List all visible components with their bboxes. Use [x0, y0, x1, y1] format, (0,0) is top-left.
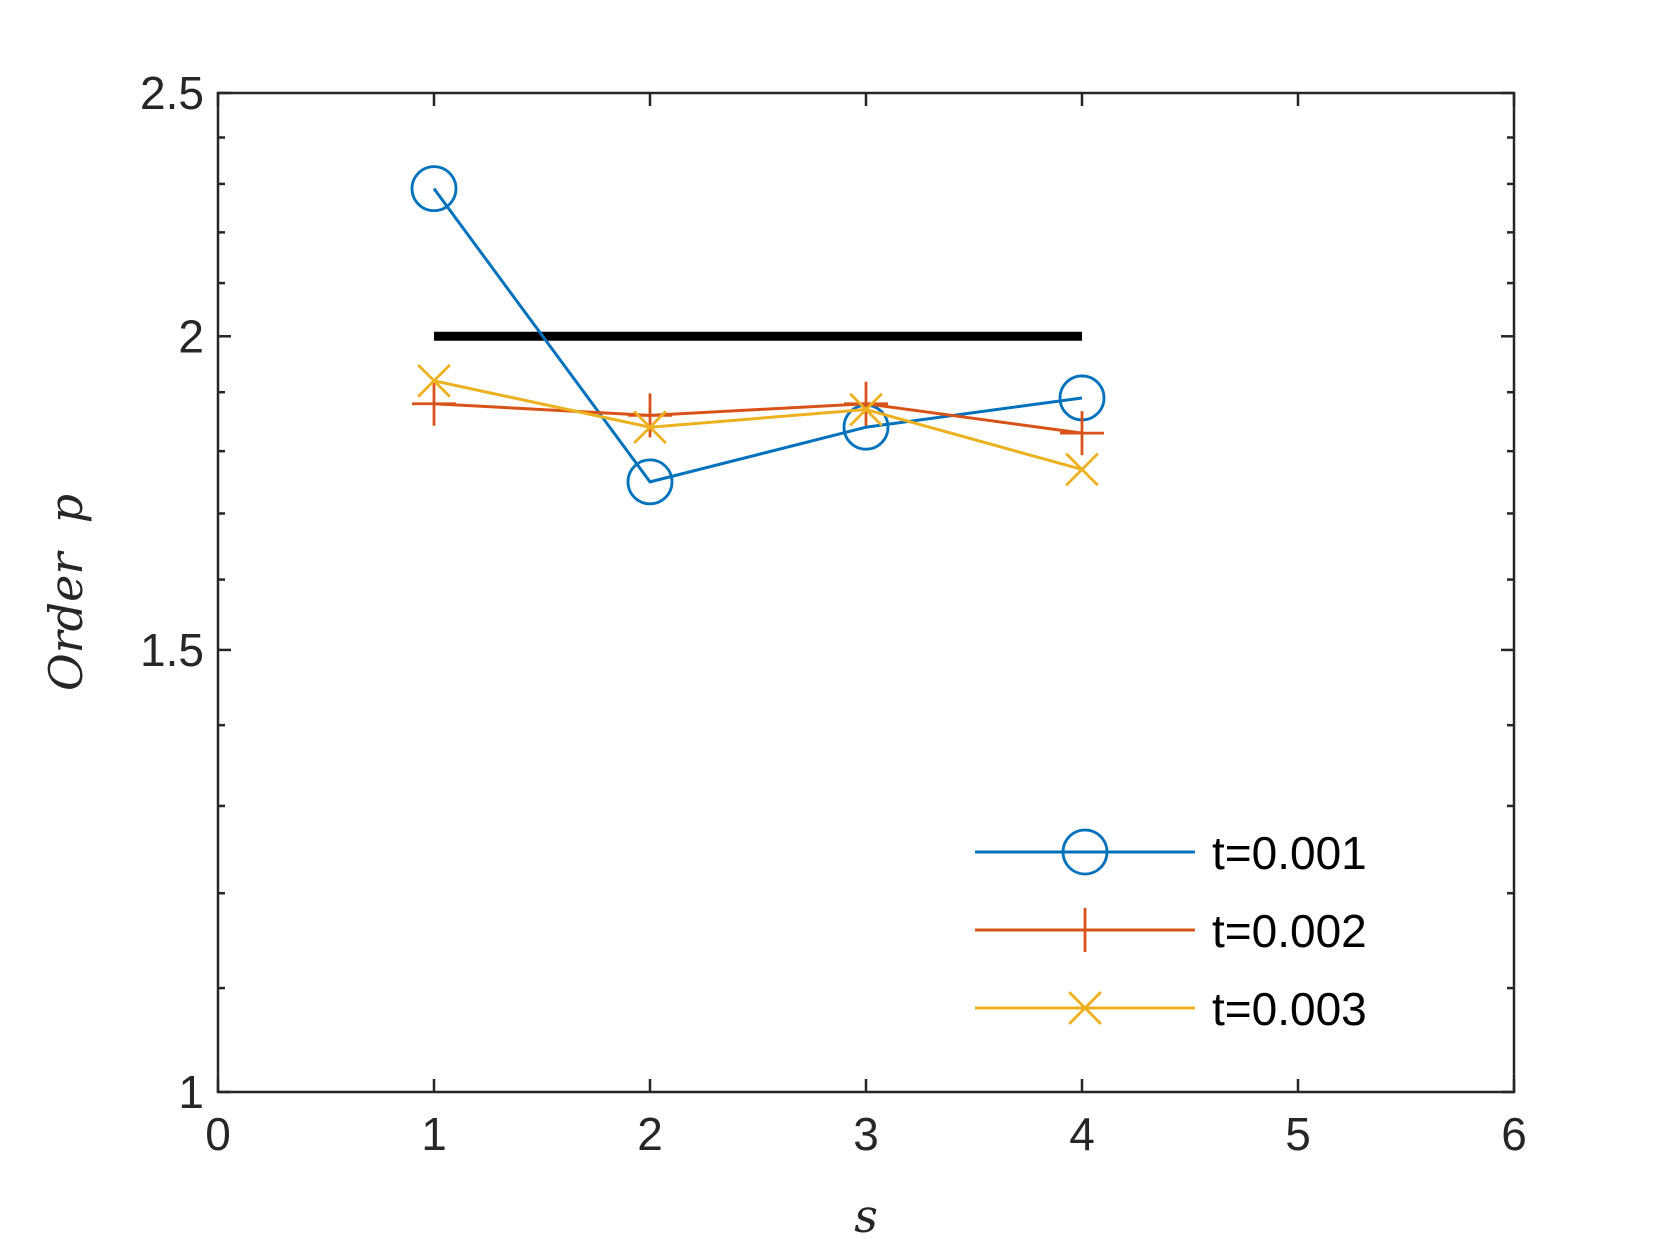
legend-label: t=0.002 [1212, 905, 1367, 957]
y-tick-label: 1 [178, 1066, 204, 1118]
legend-item: t=0.002 [975, 905, 1367, 957]
marker-plus [844, 381, 888, 426]
marker-circle [1061, 828, 1109, 876]
marker-cross [417, 363, 451, 398]
legend: t=0.001 t=0.002 t=0.003 [975, 827, 1367, 1035]
marker-plus [1063, 908, 1107, 952]
axes-box [216, 91, 1516, 1094]
legend-label: t=0.003 [1212, 983, 1367, 1035]
marker-cross [1065, 452, 1099, 487]
marker-plus [1060, 411, 1104, 456]
x-tick-label: 2 [637, 1108, 663, 1160]
marker-cross-b [1065, 452, 1099, 487]
series-line [433, 402, 1083, 435]
tick-labels: 0 1 2 3 4 5 611.522.5 [140, 67, 1527, 1160]
series-group [410, 165, 1106, 506]
y-tick-label: 2.5 [140, 67, 204, 119]
series-1 [410, 165, 1106, 506]
x-axis-title: s [854, 1189, 878, 1243]
x-tick-label: 3 [853, 1108, 879, 1160]
y-tick-label: 1.5 [140, 624, 204, 676]
marker-plus [628, 393, 672, 438]
marker-circle [410, 165, 458, 213]
x-tick-label: 6 [1501, 1108, 1527, 1160]
series-3 [417, 363, 1099, 487]
series-2 [412, 381, 1104, 456]
marker-circle [626, 458, 674, 506]
marker-cross [849, 392, 883, 427]
y-axis-title: Order p [39, 494, 93, 691]
legend-item: t=0.003 [975, 983, 1367, 1035]
x-tick-label: 4 [1069, 1108, 1095, 1160]
marker-cross-b [417, 363, 451, 398]
marker-cross [633, 410, 667, 445]
series-line [432, 187, 1083, 484]
x-tick-label: 1 [421, 1108, 447, 1160]
marker-cross-b [633, 410, 667, 445]
x-tick-label: 0 [205, 1108, 231, 1160]
marker-cross-b [1068, 991, 1102, 1025]
legend-item: t=0.001 [975, 827, 1367, 879]
series-line [433, 379, 1083, 471]
legend-label: t=0.001 [1212, 827, 1367, 879]
marker-cross-b [849, 392, 883, 427]
y-tick-label: 2 [178, 310, 204, 362]
marker-cross [1068, 991, 1102, 1025]
x-tick-label: 5 [1285, 1108, 1311, 1160]
marker-plus [412, 381, 456, 426]
